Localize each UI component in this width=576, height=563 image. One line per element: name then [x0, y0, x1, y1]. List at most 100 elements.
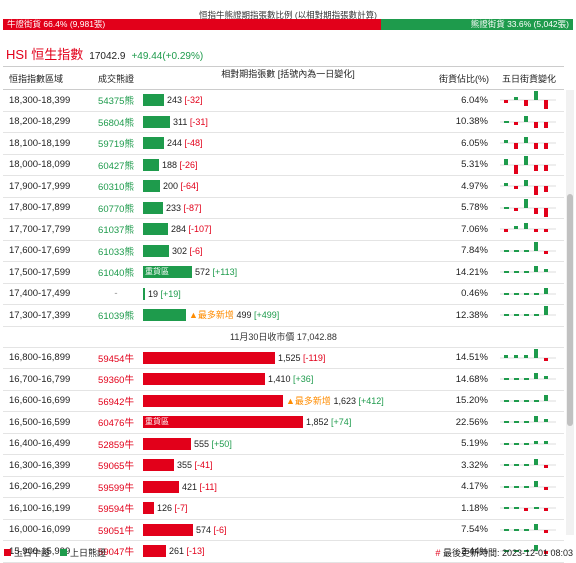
pct-cell: 1.18% [461, 502, 488, 514]
table-row[interactable]: 17,900-17,999 60310熊 200 [-64] 4.97% [3, 176, 564, 198]
five-day-sparkline [500, 223, 556, 232]
code-link[interactable]: 61033熊 [98, 246, 134, 258]
table-row[interactable]: 16,100-16,199 59594牛 126 [-7] 1.18% [3, 498, 564, 520]
five-day-sparkline [500, 545, 556, 554]
table-header: 恒指指數區域 成交熊證 相對期指張數 [括號內為一日變化] 街貨佔比(%) 五日… [3, 66, 564, 90]
table-row[interactable]: 16,600-16,699 56942牛 ▲最多新增 1,623 [+412] 15.… [3, 391, 564, 412]
count-change: [-119] [303, 352, 326, 363]
count-change: [-26] [179, 159, 198, 170]
code-link[interactable]: 60427熊 [98, 160, 134, 172]
spark-bar [524, 314, 529, 316]
bar-cell: 126 [-7] [142, 498, 434, 519]
spark-bar [504, 550, 509, 552]
spark-bar [534, 507, 539, 509]
five-day-sparkline [500, 480, 556, 490]
code-link[interactable]: 60770熊 [98, 203, 134, 215]
code-link[interactable]: 59599牛 [98, 482, 134, 494]
count-change: [-6] [189, 245, 203, 256]
spark-bar [514, 314, 519, 316]
spark-cell [494, 434, 564, 455]
spark-bar [534, 314, 539, 316]
code-link[interactable]: 60310熊 [98, 182, 134, 194]
spark-bar [534, 373, 538, 379]
table-row[interactable]: 17,300-17,399 61039熊 ▲最多新增 499 [+499] 12.38… [3, 305, 564, 327]
heavy-zone-tag: 重貨區 [145, 417, 169, 426]
spark-bar [524, 399, 529, 402]
code-link[interactable]: 61040熊 [98, 268, 134, 280]
table-row[interactable]: 16,300-16,399 59065牛 355 [-41] 3.32% [3, 455, 564, 477]
spark-bar [514, 271, 519, 273]
table-row[interactable]: 17,700-17,799 61037熊 284 [-107] 7.06% [3, 219, 564, 241]
spark-bar [524, 271, 529, 273]
five-day-sparkline [500, 287, 556, 295]
table-row[interactable]: 18,300-18,399 54375熊 243 [-32] 6.04% [3, 90, 564, 112]
code-link[interactable]: 52859牛 [98, 439, 134, 451]
spark-bar [534, 207, 538, 214]
range-cell: 18,100-18,199 [9, 137, 71, 149]
count-value: 261 [169, 546, 185, 556]
pct-cell: 4.17% [461, 481, 488, 493]
table-row[interactable]: 18,000-18,099 60427熊 188 [-26] 5.31% [3, 155, 564, 176]
bar-cell: 302 [-6] [142, 241, 434, 262]
table-row[interactable]: 16,200-16,299 59599牛 421 [-11] 4.17% [3, 477, 564, 498]
count-change: [+113] [212, 267, 238, 277]
spark-cell [494, 305, 564, 326]
count-change: [-11] [199, 481, 217, 492]
code-link[interactable]: 61039熊 [98, 311, 134, 323]
spark-bar [504, 314, 509, 316]
spark-bar [524, 137, 528, 143]
code-link[interactable]: 60476牛 [98, 418, 134, 430]
spark-bar [504, 528, 509, 531]
spark-cell [494, 520, 564, 541]
count-value: 355 [177, 460, 193, 470]
bar-cell: 重貨區 572 [+113] [142, 262, 434, 283]
count-bar [143, 201, 163, 214]
table-row[interactable]: 16,700-16,799 59360牛 1,410 [+36] 14.68% [3, 369, 564, 391]
spark-bar [544, 551, 548, 554]
last-updated-text: 最後更新時間: 2023-12-01 08:03 [442, 548, 573, 558]
spark-bar [524, 485, 529, 488]
count-bar [143, 416, 303, 428]
scrollbar-thumb[interactable] [567, 194, 573, 426]
table-row[interactable]: 17,800-17,899 60770熊 233 [-87] 5.78% [3, 198, 564, 219]
table-row[interactable]: 17,600-17,699 61033熊 302 [-6] 7.84% [3, 241, 564, 262]
table-row[interactable]: 16,400-16,499 52859牛 555 [+50] 5.19% [3, 434, 564, 455]
code-link[interactable]: 59594牛 [98, 504, 134, 516]
table-row[interactable]: 16,500-16,599 60476牛 重貨區 1,852 [+74] 22.56% [3, 412, 564, 434]
code-link[interactable]: 59065牛 [98, 461, 134, 473]
spark-bar [504, 100, 508, 103]
count-value: 572 [195, 267, 211, 277]
table-row[interactable]: 16,800-16,899 59454牛 1,525 [-119] 14.51% [3, 348, 564, 369]
spark-bar [524, 464, 529, 466]
code-link[interactable]: 59047牛 [98, 547, 134, 559]
spark-bar [544, 529, 548, 533]
bar-cell: 重貨區 1,852 [+74] [142, 412, 434, 433]
code-link[interactable]: 61037熊 [98, 225, 134, 237]
table-row[interactable]: 18,100-18,199 59719熊 244 [-48] 6.05% [3, 133, 564, 155]
code-link[interactable]: 56942牛 [98, 396, 134, 408]
code-link[interactable]: 54375熊 [98, 96, 134, 108]
code-link[interactable]: 59719熊 [98, 139, 134, 151]
count-value: 126 [157, 503, 173, 513]
pct-cell: 4.97% [461, 180, 488, 192]
count-label: 19 [+19] [148, 289, 181, 299]
table-row[interactable]: 17,500-17,599 61040熊 重貨區 572 [+113] 14.21% [3, 262, 564, 284]
count-value: 244 [167, 138, 183, 148]
table-row[interactable]: 16,000-16,099 59051牛 574 [-6] 7.54% [3, 520, 564, 541]
count-label: ▲最多新增 499 [+499] [189, 310, 279, 320]
count-value: 1,410 [268, 374, 291, 384]
code-link[interactable]: 59051牛 [98, 525, 134, 537]
code-link[interactable]: 56804熊 [98, 117, 134, 129]
count-value: 233 [166, 202, 182, 213]
count-change: [-64] [180, 181, 199, 191]
table-row[interactable]: 18,200-18,299 56804熊 311 [-31] 10.38% [3, 112, 564, 133]
spark-cell [494, 176, 564, 197]
spark-bar [504, 378, 509, 380]
code-link[interactable]: 59454牛 [98, 353, 134, 365]
table-row[interactable]: 17,400-17,499 - 19 [+19] 0.46% [3, 284, 564, 305]
range-cell: 17,900-17,999 [9, 180, 71, 192]
count-change: [-87] [183, 202, 202, 213]
code-link[interactable]: 59360牛 [98, 375, 134, 387]
spark-cell [494, 112, 564, 133]
bear-ratio-segment: 熊證街貨 33.6% (5,042張) [381, 19, 573, 30]
